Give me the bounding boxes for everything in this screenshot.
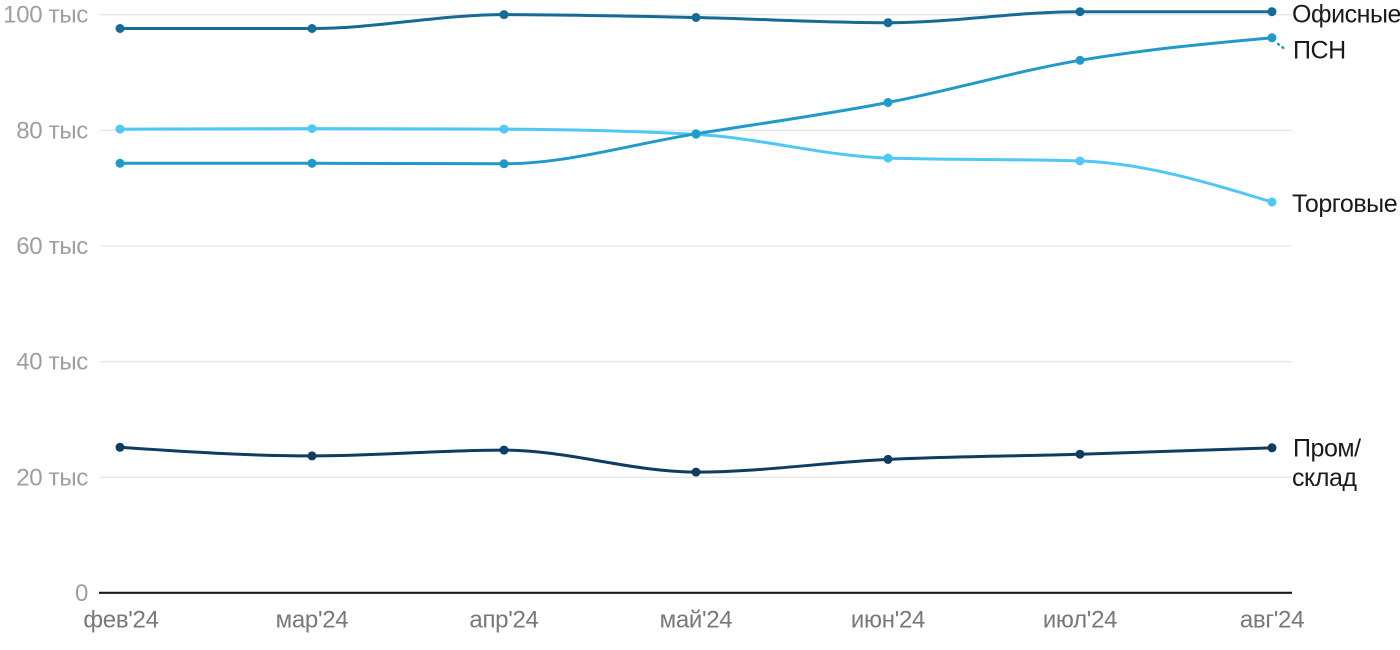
svg-text:июн'24: июн'24: [851, 606, 925, 633]
svg-text:склад: склад: [1292, 464, 1357, 492]
svg-text:июл'24: июл'24: [1043, 606, 1117, 633]
svg-text:авг'24: авг'24: [1240, 606, 1304, 633]
svg-text:80 тыс: 80 тыс: [16, 117, 88, 144]
svg-text:100 тыс: 100 тыс: [3, 2, 88, 29]
svg-text:40 тыс: 40 тыс: [16, 349, 88, 376]
svg-text:апр'24: апр'24: [469, 606, 538, 633]
svg-text:Пром/: Пром/: [1293, 435, 1361, 463]
svg-text:мар'24: мар'24: [276, 606, 349, 633]
svg-text:0: 0: [75, 580, 88, 607]
svg-text:Офисные: Офисные: [1292, 0, 1400, 28]
svg-text:20 тыс: 20 тыс: [16, 464, 88, 491]
svg-text:фев'24: фев'24: [83, 606, 158, 633]
svg-text:ПСН: ПСН: [1293, 36, 1346, 64]
svg-text:Торговые: Торговые: [1292, 190, 1397, 218]
svg-text:май'24: май'24: [660, 606, 733, 633]
svg-text:60 тыс: 60 тыс: [16, 233, 88, 260]
